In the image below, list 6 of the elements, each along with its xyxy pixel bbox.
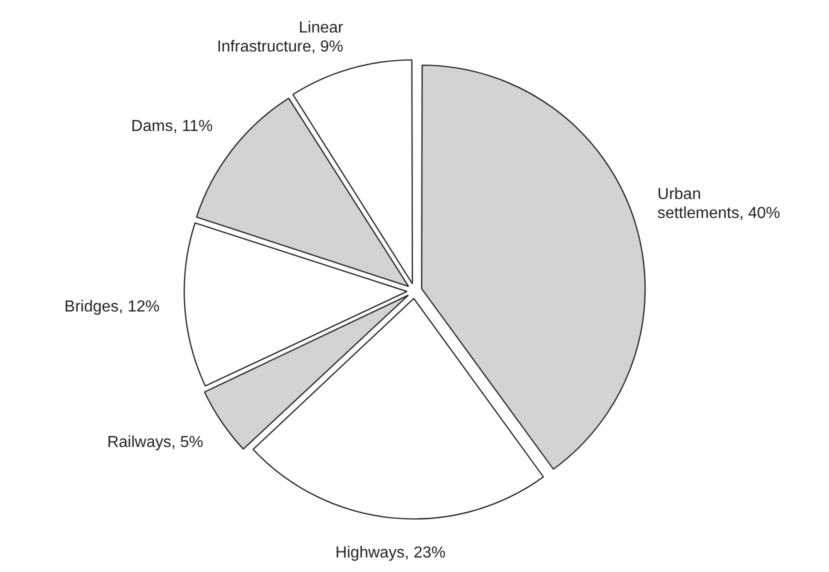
slice-label: Urban settlements, 40% [657, 186, 780, 222]
slice-label: Highways, 23% [335, 544, 446, 562]
slice-label: Linear Infrastructure, 9% [216, 20, 344, 56]
slice-label: Dams, 11% [131, 118, 213, 135]
slice-label: Railways, 5% [107, 434, 204, 451]
slice-label: Bridges, 12% [64, 298, 160, 316]
